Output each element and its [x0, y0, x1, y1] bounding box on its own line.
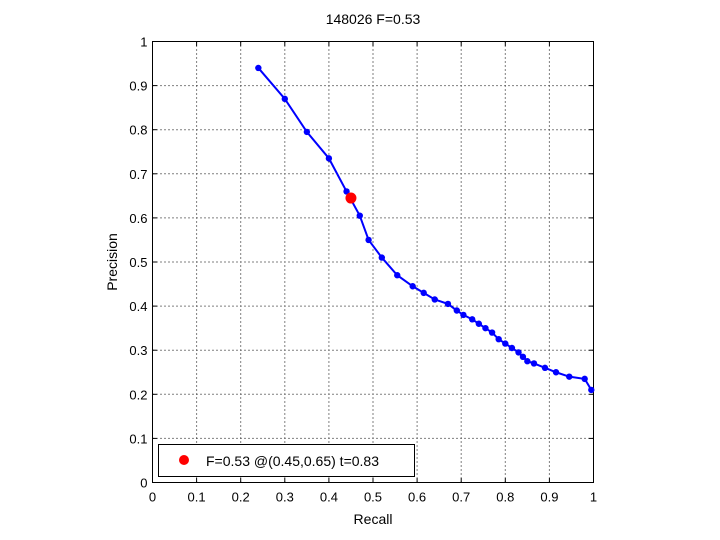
data-point [581, 375, 588, 383]
data-point [356, 212, 363, 219]
grid [152, 41, 594, 483]
legend: F=0.53 @(0.45,0.65) t=0.83 [158, 444, 415, 477]
data-point [502, 340, 509, 347]
data-point [365, 236, 372, 244]
data-point [475, 320, 483, 327]
chart-title: 148026 F=0.53 [326, 11, 421, 27]
x-tick-label: 0.4 [320, 490, 338, 505]
x-tick-label: 0.7 [452, 490, 470, 505]
data-point [420, 289, 427, 297]
ticks [152, 41, 594, 483]
x-tick-label: 0.6 [408, 490, 426, 505]
data-point [325, 155, 333, 162]
x-tick-label: 0.9 [540, 490, 558, 505]
data-point [482, 324, 489, 332]
data-point [409, 283, 416, 290]
data-point [281, 95, 288, 103]
y-tick-label: 0 [140, 476, 147, 491]
data-point [515, 349, 522, 356]
data-point [453, 307, 460, 314]
data-point [343, 188, 350, 195]
y-tick-label: 0.3 [129, 343, 147, 358]
data-point [469, 316, 476, 323]
y-tick-label: 0.6 [129, 211, 147, 226]
y-tick-label: 0.7 [129, 167, 147, 182]
data-point [566, 373, 573, 380]
data-point [519, 353, 527, 361]
y-tick-label: 0.4 [129, 299, 147, 314]
data-point [488, 329, 496, 336]
y-tick-label: 0.2 [129, 387, 147, 402]
best-f-point [345, 192, 357, 204]
x-tick-labels: 0 0.1 0.2 0.3 0.4 0.5 0.6 0.7 0.8 0.9 1 [149, 490, 597, 505]
y-tick-labels: 0 0.1 0.2 0.3 0.4 0.5 0.6 0.7 0.8 0.9 1 [129, 35, 147, 491]
legend-marker [179, 455, 189, 465]
x-tick-label: 0.5 [364, 490, 382, 505]
x-tick-label: 0.2 [232, 490, 250, 505]
data-point [394, 272, 401, 279]
data-point [508, 344, 516, 352]
y-tick-label: 1 [140, 35, 147, 50]
y-tick-label: 0.5 [129, 255, 147, 270]
series-layer [255, 64, 595, 394]
data-point [588, 386, 595, 394]
data-point [303, 128, 311, 136]
x-tick-label: 1 [590, 490, 597, 505]
x-tick-label: 0.8 [496, 490, 514, 505]
data-point [255, 64, 262, 72]
data-point [524, 358, 531, 365]
data-point [431, 296, 438, 303]
legend-box [158, 444, 415, 477]
data-point [552, 369, 560, 376]
data-point [444, 300, 452, 308]
data-point [541, 364, 549, 372]
y-tick-label: 0.9 [129, 79, 147, 94]
y-tick-label: 0.8 [129, 123, 147, 138]
legend-entry: F=0.53 @(0.45,0.65) t=0.83 [206, 453, 379, 469]
data-point [495, 335, 502, 343]
data-point [530, 360, 538, 367]
series-line [257, 67, 593, 391]
y-tick-label: 0.1 [129, 431, 147, 446]
x-tick-label: 0.1 [188, 490, 206, 505]
data-point [460, 311, 467, 319]
x-tick-label: 0.3 [276, 490, 294, 505]
y-axis-label: Precision [104, 233, 120, 291]
highlight-layer [345, 192, 357, 204]
data-point [378, 254, 386, 261]
x-tick-label: 0 [149, 490, 156, 505]
x-axis-label: Recall [354, 511, 393, 527]
